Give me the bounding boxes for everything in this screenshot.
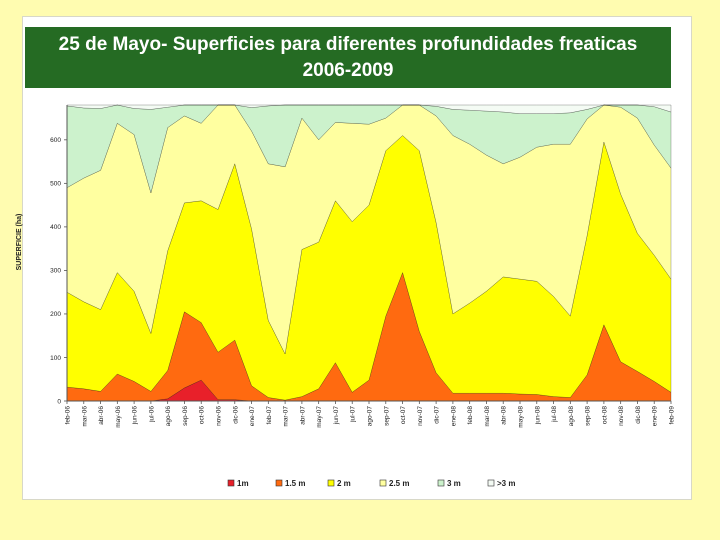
y-tick-label: 400: [50, 224, 61, 231]
legend-label: 1m: [237, 479, 249, 488]
chart-subtitle: 2006-2009: [302, 60, 394, 81]
x-tick-label: oct-06: [199, 406, 206, 424]
x-tick-label: may-07: [316, 406, 323, 428]
x-tick-label: dic-06: [232, 406, 239, 424]
y-tick-label: 300: [50, 268, 61, 275]
x-tick-label: dic-07: [434, 406, 441, 424]
legend-swatch: [437, 479, 445, 487]
y-tick-label: 100: [50, 355, 61, 362]
x-tick-label: ene-07: [249, 406, 256, 427]
y-tick-label: 500: [50, 181, 61, 188]
x-tick-label: feb-09: [669, 406, 676, 425]
x-tick-label: sep-06: [182, 406, 189, 426]
x-tick-label: sep-07: [383, 406, 390, 426]
area-layers: [66, 104, 672, 402]
x-tick-label: jun-08: [534, 406, 541, 425]
x-tick-label: mar-06: [81, 406, 88, 427]
x-ticks: feb-06 mar-06 abr-06 may-06 jun-06 jul-06 ago-…: [65, 401, 676, 428]
x-tick-label: ago-07: [367, 406, 374, 427]
x-tick-label: feb-07: [266, 406, 273, 425]
legend-label: 2.5 m: [389, 479, 409, 488]
x-tick-label: jun-07: [333, 406, 340, 425]
x-tick-label: may-08: [518, 406, 525, 428]
chart-title: 25 de Mayo- Superficies para diferentes …: [58, 34, 638, 55]
x-tick-label: nov-07: [417, 406, 424, 426]
y-axis-label: SUPERFICIE (ha): [16, 214, 23, 271]
x-tick-label: mar-07: [283, 406, 290, 427]
legend-swatch: [487, 479, 495, 487]
x-tick-label: nov-06: [216, 406, 223, 426]
title-band: 25 de Mayo- Superficies para diferentes …: [25, 27, 671, 88]
x-tick-label: sep-08: [585, 406, 592, 426]
legend: 1m 1.5 m 2 m 2.5 m 3 m >3 m: [227, 479, 515, 488]
legend-label: 3 m: [447, 479, 461, 488]
legend-swatch: [227, 479, 235, 487]
x-tick-label: ago-08: [568, 406, 575, 427]
x-tick-label: abr-06: [98, 406, 105, 425]
legend-label: >3 m: [497, 479, 515, 488]
x-tick-label: jul-07: [350, 406, 357, 423]
x-tick-label: mar-08: [484, 406, 491, 427]
x-tick-label: dic-08: [635, 406, 642, 424]
x-tick-label: abr-08: [501, 406, 508, 425]
x-tick-label: jul-06: [148, 406, 155, 423]
y-tick-label: 600: [50, 137, 61, 144]
x-tick-label: may-06: [115, 406, 122, 428]
legend-swatch: [275, 479, 283, 487]
x-tick-label: oct-08: [601, 406, 608, 424]
legend-swatch: [379, 479, 387, 487]
x-tick-label: feb-06: [65, 406, 72, 425]
x-tick-label: ene-08: [450, 406, 457, 427]
y-ticks: 0 100 200 300 400 500 600: [50, 137, 67, 405]
x-tick-label: nov-08: [618, 406, 625, 426]
series-area-5: [66, 104, 672, 114]
x-tick-label: ago-06: [165, 406, 172, 427]
legend-swatch: [327, 479, 335, 487]
legend-label: 2 m: [337, 479, 351, 488]
x-tick-label: abr-07: [299, 406, 306, 425]
y-tick-label: 0: [57, 398, 61, 405]
x-tick-label: oct-07: [400, 406, 407, 424]
x-tick-label: jun-06: [132, 406, 139, 425]
x-tick-label: jul-08: [551, 406, 558, 423]
y-tick-label: 200: [50, 311, 61, 318]
x-tick-label: feb-08: [467, 406, 474, 425]
legend-label: 1.5 m: [285, 479, 305, 488]
x-tick-label: ene-09: [652, 406, 659, 427]
